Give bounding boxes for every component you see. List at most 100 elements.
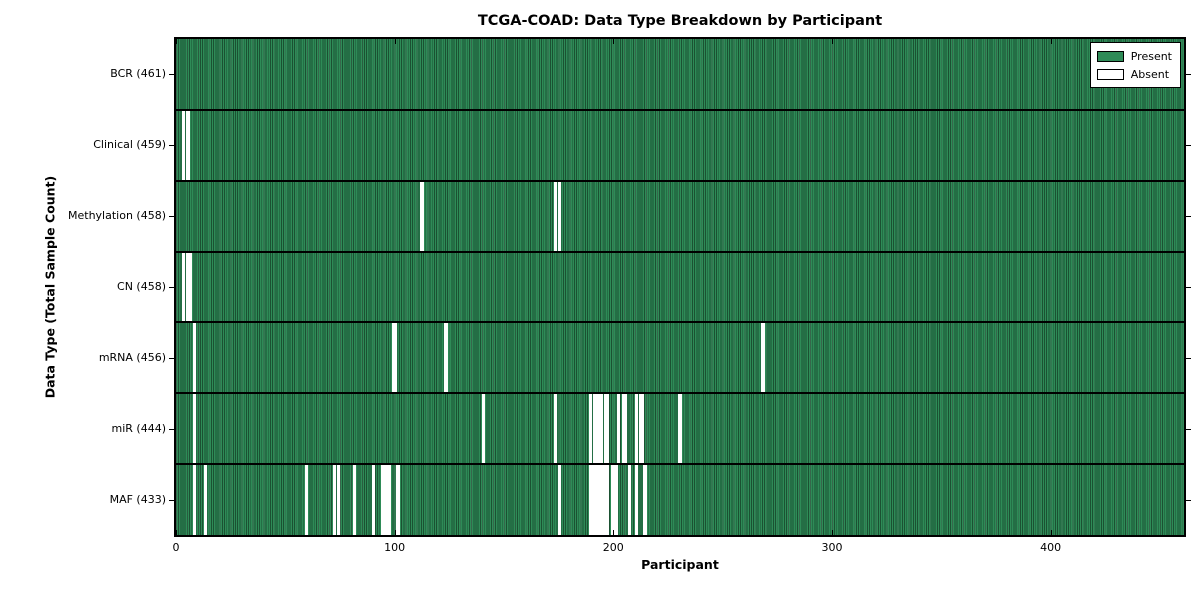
absent-stripe [588, 393, 592, 465]
absent-stripe [381, 464, 385, 535]
row-bcr [176, 39, 1184, 110]
absent-stripe [678, 393, 682, 465]
absent-stripe [553, 180, 557, 252]
row-clinical [176, 109, 1184, 181]
y-tick [1186, 216, 1191, 218]
absent-stripe [634, 464, 638, 535]
absent-stripe [394, 322, 398, 394]
plot-area: Present Absent [169, 37, 1191, 537]
absent-stripe [643, 464, 647, 535]
absent-stripe [182, 251, 186, 323]
y-tick [1186, 287, 1191, 288]
absent-stripe [182, 109, 186, 181]
y-tick [1186, 145, 1191, 147]
row-separator [176, 321, 1184, 324]
absent-stripe [391, 322, 396, 394]
legend-present-label: Present [1130, 49, 1172, 63]
absent-stripe [372, 464, 376, 535]
absent-stripe [444, 322, 448, 394]
row-separator [176, 250, 1184, 253]
x-tick [613, 530, 615, 535]
absent-stripe [385, 464, 389, 535]
x-tick [176, 39, 177, 44]
absent-stripe [593, 393, 597, 465]
x-tick-label: 200 [602, 541, 624, 554]
row-label: Methylation (458) [68, 209, 166, 223]
x-tick-label: 300 [821, 541, 843, 554]
row-separator [176, 463, 1184, 466]
absent-stripe [203, 464, 208, 535]
chart-title: TCGA-COAD: Data Type Breakdown by Partic… [477, 13, 883, 29]
row-label: MAF (433) [109, 492, 166, 506]
x-tick [394, 39, 396, 44]
row-mrna [176, 322, 1184, 394]
absent-stripe [383, 464, 387, 535]
absent-stripe [558, 180, 562, 252]
absent-stripe [332, 464, 337, 535]
absent-stripe [192, 322, 197, 394]
x-tick [831, 39, 833, 44]
row-label: Clinical (459) [93, 138, 166, 152]
y-tick [169, 287, 174, 288]
y-tick [1186, 428, 1191, 430]
x-tick [831, 530, 833, 535]
absent-stripe [593, 464, 597, 535]
x-tick [1050, 530, 1052, 535]
x-axis-label: Participant [641, 557, 719, 572]
x-tick [1050, 39, 1052, 44]
absent-stripe [186, 109, 190, 181]
absent-stripe [188, 251, 192, 323]
y-tick [169, 216, 174, 218]
y-tick [1186, 499, 1191, 501]
absent-stripe [599, 393, 603, 465]
absent-stripe [481, 393, 485, 465]
legend-entry-absent: Absent [1096, 65, 1172, 83]
absent-stripe [558, 464, 562, 535]
row-cn [176, 251, 1184, 323]
y-tick [169, 499, 174, 501]
absent-stripe [192, 464, 197, 535]
row-maf [176, 464, 1184, 535]
x-tick-label: 400 [1040, 541, 1062, 554]
legend-absent-label: Absent [1130, 67, 1170, 81]
row-label: CN (458) [117, 280, 166, 293]
row-methylation [176, 180, 1184, 252]
absent-stripe [610, 464, 614, 535]
absent-stripe [597, 393, 601, 465]
row-separator [176, 179, 1184, 182]
y-tick [1186, 74, 1191, 76]
y-tick [1186, 357, 1191, 359]
absent-stripe [186, 251, 190, 323]
absent-stripe [641, 393, 645, 465]
absent-stripe [588, 464, 592, 535]
absent-stripe [761, 322, 765, 394]
absent-stripe [352, 464, 356, 535]
absent-stripe [617, 393, 621, 465]
absent-stripe [304, 464, 308, 535]
absent-stripe [420, 180, 424, 252]
absent-stripe [595, 393, 599, 465]
x-tick [394, 530, 396, 535]
absent-stripe [595, 464, 599, 535]
absent-stripe [606, 464, 610, 535]
legend: Present Absent [1089, 42, 1181, 88]
row-separator [176, 392, 1184, 395]
row-label: BCR (461) [110, 67, 166, 81]
row-label: miR (444) [111, 421, 167, 435]
absent-stripe [628, 464, 632, 535]
absent-stripe [614, 464, 619, 535]
absent-stripe [604, 464, 608, 535]
x-tick-label: 0 [172, 541, 180, 554]
absent-stripe [612, 464, 616, 535]
absent-stripe [387, 464, 391, 535]
absent-stripe [590, 464, 595, 535]
absent-stripe [604, 393, 608, 465]
absent-stripe [396, 464, 400, 535]
y-tick [169, 357, 174, 359]
absent-stripe [192, 393, 197, 465]
row-label: mRNA (456) [98, 350, 166, 364]
x-tick-label: 100 [384, 541, 406, 554]
legend-present-swatch [1096, 50, 1124, 62]
x-tick [176, 530, 177, 535]
